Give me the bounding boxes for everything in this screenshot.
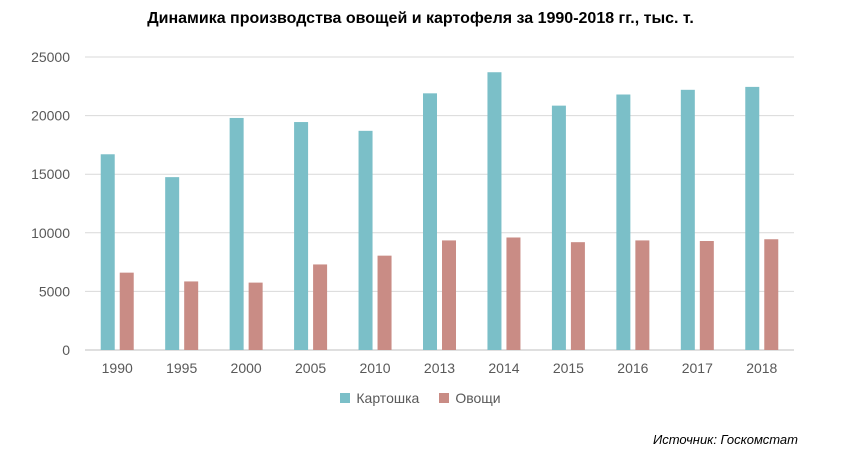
legend-label-potato: Картошка <box>356 390 420 406</box>
bar-vegetables <box>313 264 328 350</box>
legend-item-vegetables: Овощи <box>439 390 501 406</box>
x-tick-label: 2017 <box>682 360 713 376</box>
chart-title: Динамика производства овощей и картофеля… <box>147 10 694 27</box>
x-tick-label: 1990 <box>102 360 133 376</box>
x-tick-label: 2013 <box>424 360 455 376</box>
source-note: Источник: Госкомстат <box>652 432 798 447</box>
x-tick-label: 2014 <box>488 360 519 376</box>
bar-potato <box>616 94 631 350</box>
bar-potato <box>100 154 115 350</box>
y-tick-label: 15000 <box>31 166 70 182</box>
bar-vegetables <box>377 255 392 350</box>
bar-vegetables <box>506 237 521 350</box>
bar-potato <box>165 177 180 350</box>
bar-potato <box>229 117 244 350</box>
bar-potato <box>680 89 695 350</box>
legend: Картошка Овощи <box>0 390 841 406</box>
y-tick-label: 5000 <box>39 283 70 299</box>
x-tick-label: 2010 <box>359 360 390 376</box>
x-tick-label: 2016 <box>617 360 648 376</box>
legend-swatch-potato <box>340 393 351 403</box>
bar-potato <box>745 86 760 351</box>
y-tick-label: 0 <box>62 342 70 358</box>
legend-item-potato: Картошка <box>340 390 419 406</box>
y-tick-label: 25000 <box>31 49 70 65</box>
x-tick-label: 1995 <box>166 360 197 376</box>
bar-vegetables <box>764 239 779 350</box>
bar-potato <box>423 93 437 350</box>
legend-swatch-vegetables <box>439 393 450 403</box>
x-tick-label: 2015 <box>553 360 584 376</box>
x-tick-label: 2000 <box>231 360 262 376</box>
x-tick-label: 2005 <box>295 360 326 376</box>
bar-vegetables <box>119 272 134 350</box>
bar-vegetables <box>635 240 650 350</box>
y-tick-label: 10000 <box>31 225 70 241</box>
bar-vegetables <box>570 242 585 350</box>
bar-potato <box>551 105 566 350</box>
bar-vegetables <box>699 241 714 350</box>
bar-potato <box>294 122 309 351</box>
bar-potato <box>358 130 373 350</box>
bar-vegetables <box>184 281 199 350</box>
y-tick-label: 20000 <box>31 108 70 124</box>
x-tick-label: 2018 <box>746 360 777 376</box>
bar-potato <box>487 72 502 351</box>
legend-label-vegetables: Овощи <box>455 390 501 406</box>
bar-vegetables <box>442 240 456 350</box>
bar-vegetables <box>248 282 263 350</box>
